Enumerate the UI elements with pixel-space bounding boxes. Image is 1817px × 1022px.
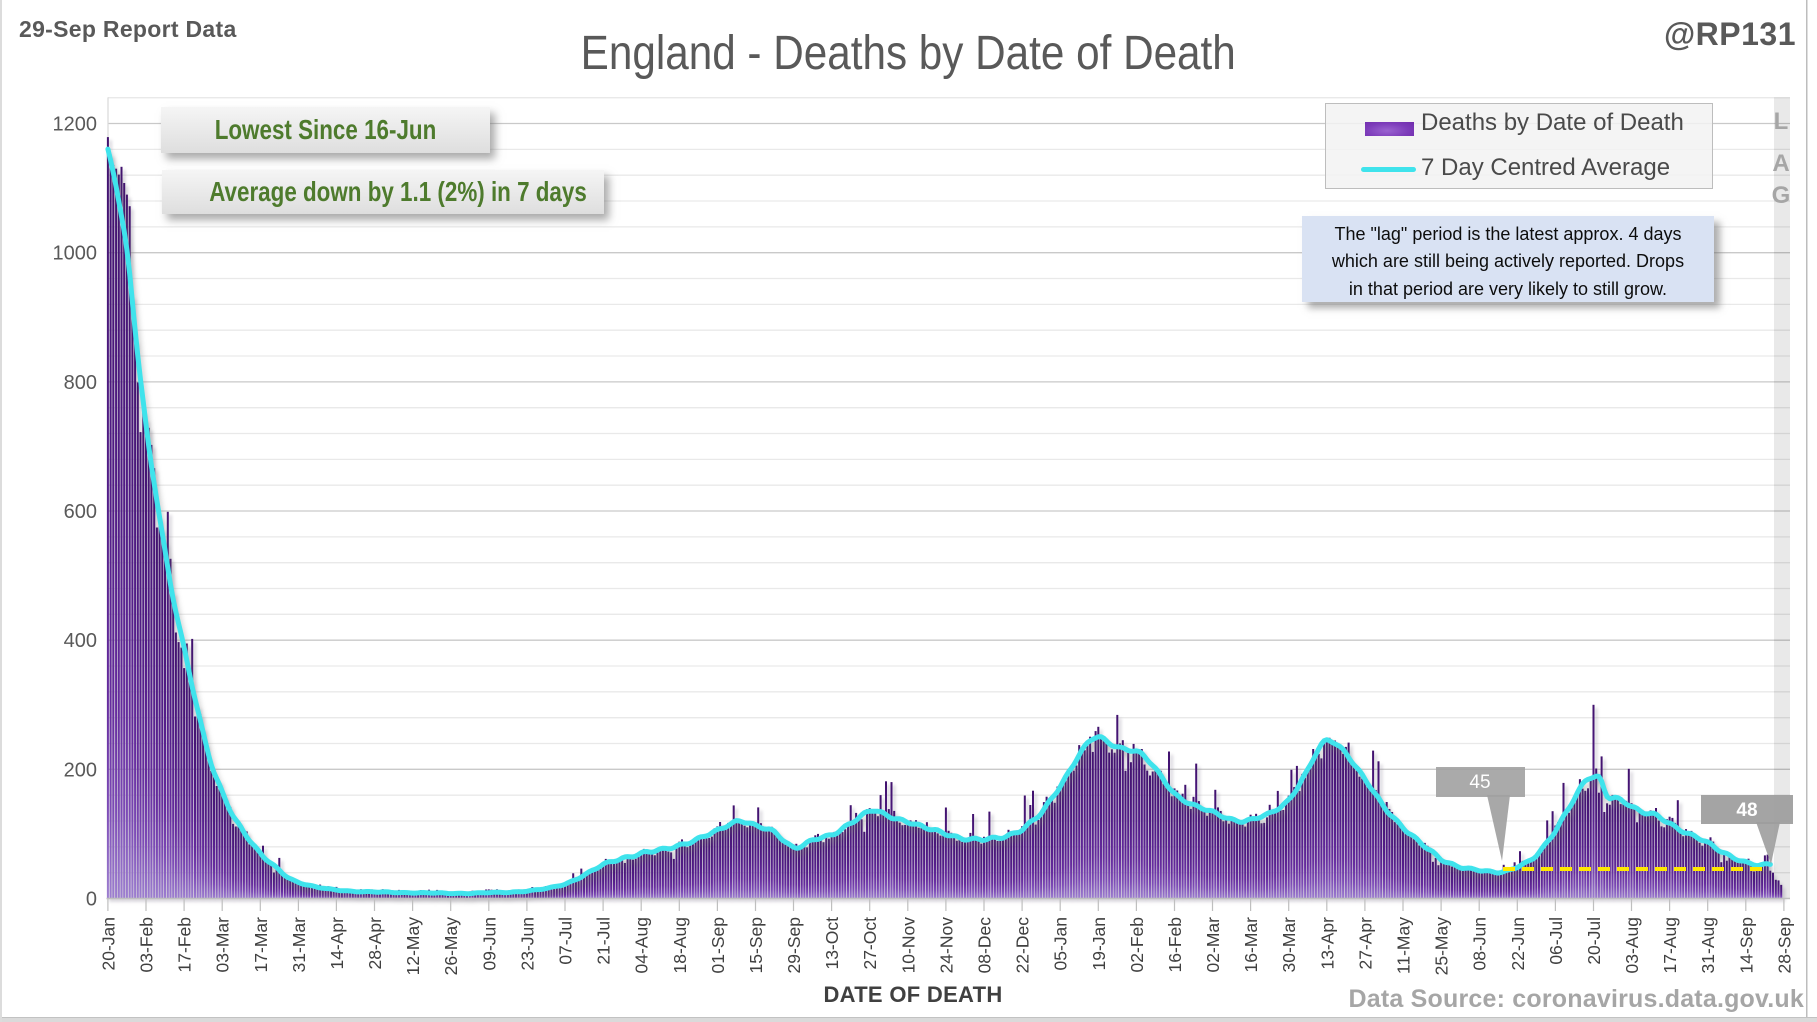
svg-text:03-Mar: 03-Mar bbox=[213, 917, 233, 973]
svg-text:1000: 1000 bbox=[53, 243, 98, 265]
svg-text:08-Jun: 08-Jun bbox=[1470, 917, 1490, 971]
svg-text:A: A bbox=[1772, 150, 1789, 177]
svg-text:03-Feb: 03-Feb bbox=[137, 917, 157, 972]
svg-text:04-Aug: 04-Aug bbox=[632, 917, 652, 973]
svg-text:07-Jul: 07-Jul bbox=[556, 917, 576, 965]
svg-text:400: 400 bbox=[64, 630, 97, 652]
svg-text:13-Apr: 13-Apr bbox=[1317, 917, 1337, 970]
svg-text:21-Jul: 21-Jul bbox=[594, 917, 614, 965]
svg-text:27-Oct: 27-Oct bbox=[860, 917, 880, 970]
svg-text:29-Sep: 29-Sep bbox=[784, 917, 804, 973]
svg-text:11-May: 11-May bbox=[1394, 917, 1414, 974]
svg-text:17-Mar: 17-Mar bbox=[251, 917, 271, 973]
svg-text:03-Aug: 03-Aug bbox=[1622, 917, 1642, 973]
svg-text:26-May: 26-May bbox=[441, 917, 461, 976]
svg-text:L: L bbox=[1774, 108, 1789, 135]
svg-text:14-Apr: 14-Apr bbox=[327, 917, 347, 970]
svg-text:200: 200 bbox=[64, 759, 97, 781]
svg-text:09-Jun: 09-Jun bbox=[479, 917, 499, 971]
svg-text:1200: 1200 bbox=[53, 114, 98, 136]
svg-text:800: 800 bbox=[64, 372, 97, 394]
svg-text:02-Mar: 02-Mar bbox=[1203, 917, 1223, 973]
svg-text:48: 48 bbox=[1736, 800, 1757, 821]
svg-text:01-Sep: 01-Sep bbox=[708, 917, 728, 973]
svg-text:17-Aug: 17-Aug bbox=[1660, 917, 1680, 973]
svg-text:22-Jun: 22-Jun bbox=[1508, 917, 1528, 971]
svg-text:08-Dec: 08-Dec bbox=[975, 917, 995, 974]
svg-text:02-Feb: 02-Feb bbox=[1127, 917, 1147, 972]
svg-text:31-Aug: 31-Aug bbox=[1698, 917, 1718, 973]
svg-text:10-Nov: 10-Nov bbox=[898, 917, 918, 974]
svg-text:G: G bbox=[1772, 182, 1791, 209]
svg-text:600: 600 bbox=[64, 501, 97, 523]
svg-text:16-Mar: 16-Mar bbox=[1241, 917, 1261, 973]
svg-text:30-Mar: 30-Mar bbox=[1279, 917, 1299, 973]
svg-text:15-Sep: 15-Sep bbox=[746, 917, 766, 973]
svg-text:20-Jul: 20-Jul bbox=[1584, 917, 1604, 965]
svg-text:0: 0 bbox=[86, 889, 97, 911]
svg-text:45: 45 bbox=[1469, 772, 1490, 793]
svg-text:13-Oct: 13-Oct bbox=[822, 917, 842, 970]
svg-text:27-Apr: 27-Apr bbox=[1355, 917, 1375, 970]
svg-text:05-Jan: 05-Jan bbox=[1051, 917, 1071, 971]
svg-text:19-Jan: 19-Jan bbox=[1089, 917, 1109, 971]
svg-text:17-Feb: 17-Feb bbox=[175, 917, 195, 972]
svg-text:24-Nov: 24-Nov bbox=[936, 917, 956, 974]
svg-text:28-Apr: 28-Apr bbox=[365, 917, 385, 970]
svg-text:23-Jun: 23-Jun bbox=[517, 917, 537, 971]
svg-text:31-Mar: 31-Mar bbox=[289, 917, 309, 973]
svg-text:12-May: 12-May bbox=[403, 917, 423, 976]
svg-text:18-Aug: 18-Aug bbox=[670, 917, 690, 973]
svg-text:28-Sep: 28-Sep bbox=[1774, 917, 1794, 973]
svg-text:06-Jul: 06-Jul bbox=[1546, 917, 1566, 965]
svg-text:16-Feb: 16-Feb bbox=[1165, 917, 1185, 972]
svg-text:22-Dec: 22-Dec bbox=[1013, 917, 1033, 974]
svg-text:14-Sep: 14-Sep bbox=[1736, 917, 1756, 973]
svg-text:20-Jan: 20-Jan bbox=[98, 917, 118, 971]
svg-text:25-May: 25-May bbox=[1432, 917, 1452, 976]
